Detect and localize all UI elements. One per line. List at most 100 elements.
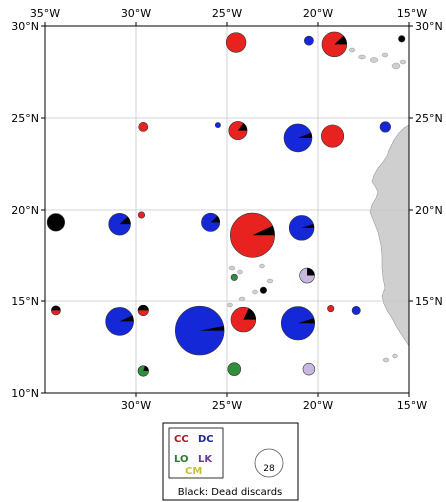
catch-pie	[228, 121, 248, 141]
tick-marks	[41, 22, 413, 397]
graticule	[45, 26, 409, 393]
legend-caption: Black: Dead discards	[178, 487, 283, 498]
lat-label-left: 15°N	[11, 295, 39, 308]
legend-code-dc: DC	[198, 434, 214, 445]
legend-code-cm: CM	[185, 466, 202, 477]
catch-pie-body	[225, 32, 247, 53]
island	[369, 57, 379, 63]
lon-label-bottom: 20°W	[303, 399, 333, 412]
lat-label-left: 10°N	[11, 387, 39, 400]
island	[227, 302, 233, 308]
catch-pie-body	[46, 213, 65, 232]
catch-pie	[230, 306, 257, 333]
dead-discard-wedge	[119, 216, 131, 225]
legend-size-reference-label: 28	[263, 464, 275, 474]
catch-pie	[351, 305, 361, 315]
catch-pie-body	[304, 35, 314, 46]
pie-layer	[46, 31, 406, 377]
dead-discard-wedge	[243, 308, 256, 320]
island	[399, 59, 407, 65]
dead-discard-wedge	[119, 315, 134, 322]
lon-label-top: 30°W	[121, 7, 151, 20]
island	[382, 357, 390, 363]
legend-codes-box	[168, 427, 224, 479]
dead-discard-wedge	[252, 225, 275, 236]
island	[358, 54, 366, 60]
catch-pie	[230, 273, 238, 281]
catch-pie	[304, 35, 314, 46]
island	[228, 265, 236, 271]
catch-pie	[259, 286, 267, 294]
catch-pie-body	[351, 305, 361, 315]
lat-label-left: 20°N	[11, 204, 39, 217]
dead-discard-wedge	[297, 318, 315, 324]
lon-label-bottom: 25°W	[212, 399, 242, 412]
catch-pie	[280, 306, 316, 341]
island	[381, 52, 389, 58]
lat-label-right: 15°N	[415, 295, 443, 308]
catch-pie	[175, 305, 225, 356]
catch-pie-body	[321, 124, 345, 148]
catch-pie	[398, 35, 406, 43]
lat-label-right: 30°N	[415, 20, 443, 33]
catch-pie	[321, 31, 348, 58]
lon-label-top: 25°W	[212, 7, 242, 20]
dead-discard-wedge	[137, 305, 149, 311]
island	[238, 296, 246, 302]
catch-pie-body	[138, 122, 149, 132]
lon-label-top: 15°W	[397, 7, 427, 20]
dead-discard-wedge	[51, 305, 61, 311]
island	[348, 47, 356, 53]
island	[237, 269, 243, 275]
dead-discard-wedge	[210, 216, 220, 223]
island	[391, 62, 401, 70]
catch-pie	[137, 365, 149, 377]
catch-pie-body	[214, 122, 221, 129]
legend-code-cc: CC	[174, 434, 189, 445]
catch-pie	[299, 267, 315, 284]
lat-label-left: 25°N	[11, 112, 39, 125]
catch-pie-body	[280, 306, 316, 341]
catch-pie-body	[398, 35, 406, 43]
catch-pie	[201, 212, 221, 232]
africa-coast	[369, 124, 410, 347]
dead-discard-wedge	[301, 224, 315, 228]
catch-pie	[283, 123, 313, 153]
island	[266, 278, 274, 284]
legend-size-reference-circle	[254, 448, 284, 478]
catch-pie	[302, 362, 316, 376]
lon-label-top: 20°W	[303, 7, 333, 20]
catch-pie	[137, 304, 149, 317]
dead-discard-wedge	[143, 365, 149, 371]
land-layer	[227, 47, 410, 363]
catch-pie	[227, 362, 242, 376]
lon-label-bottom: 15°W	[397, 399, 427, 412]
catch-pie	[230, 212, 275, 258]
catch-pie-body	[227, 362, 242, 376]
dead-discard-wedge	[334, 35, 347, 45]
catch-pie-body	[230, 273, 238, 281]
catch-pie-body	[327, 305, 335, 313]
dead-discard-wedge	[297, 132, 312, 138]
legend-code-lo: LO	[174, 454, 189, 465]
catch-pie-body	[137, 211, 146, 219]
catch-pie	[214, 122, 221, 129]
lon-label-top: 35°W	[30, 7, 60, 20]
legend-code-lk: LK	[198, 454, 213, 465]
catch-pie	[321, 124, 345, 148]
catch-pie	[225, 32, 247, 53]
catch-pie-body	[379, 121, 391, 133]
catch-pie	[108, 212, 131, 236]
catch-pie	[327, 305, 335, 313]
catch-pie	[105, 307, 134, 336]
lat-label-right: 25°N	[415, 112, 443, 125]
island	[259, 263, 265, 269]
island	[392, 353, 398, 359]
catch-pie	[138, 122, 149, 132]
dead-discard-wedge	[307, 268, 315, 276]
lat-label-right: 20°N	[415, 204, 443, 217]
catch-pie	[379, 121, 391, 133]
catch-pie	[137, 211, 146, 219]
catch-pie	[288, 215, 315, 241]
